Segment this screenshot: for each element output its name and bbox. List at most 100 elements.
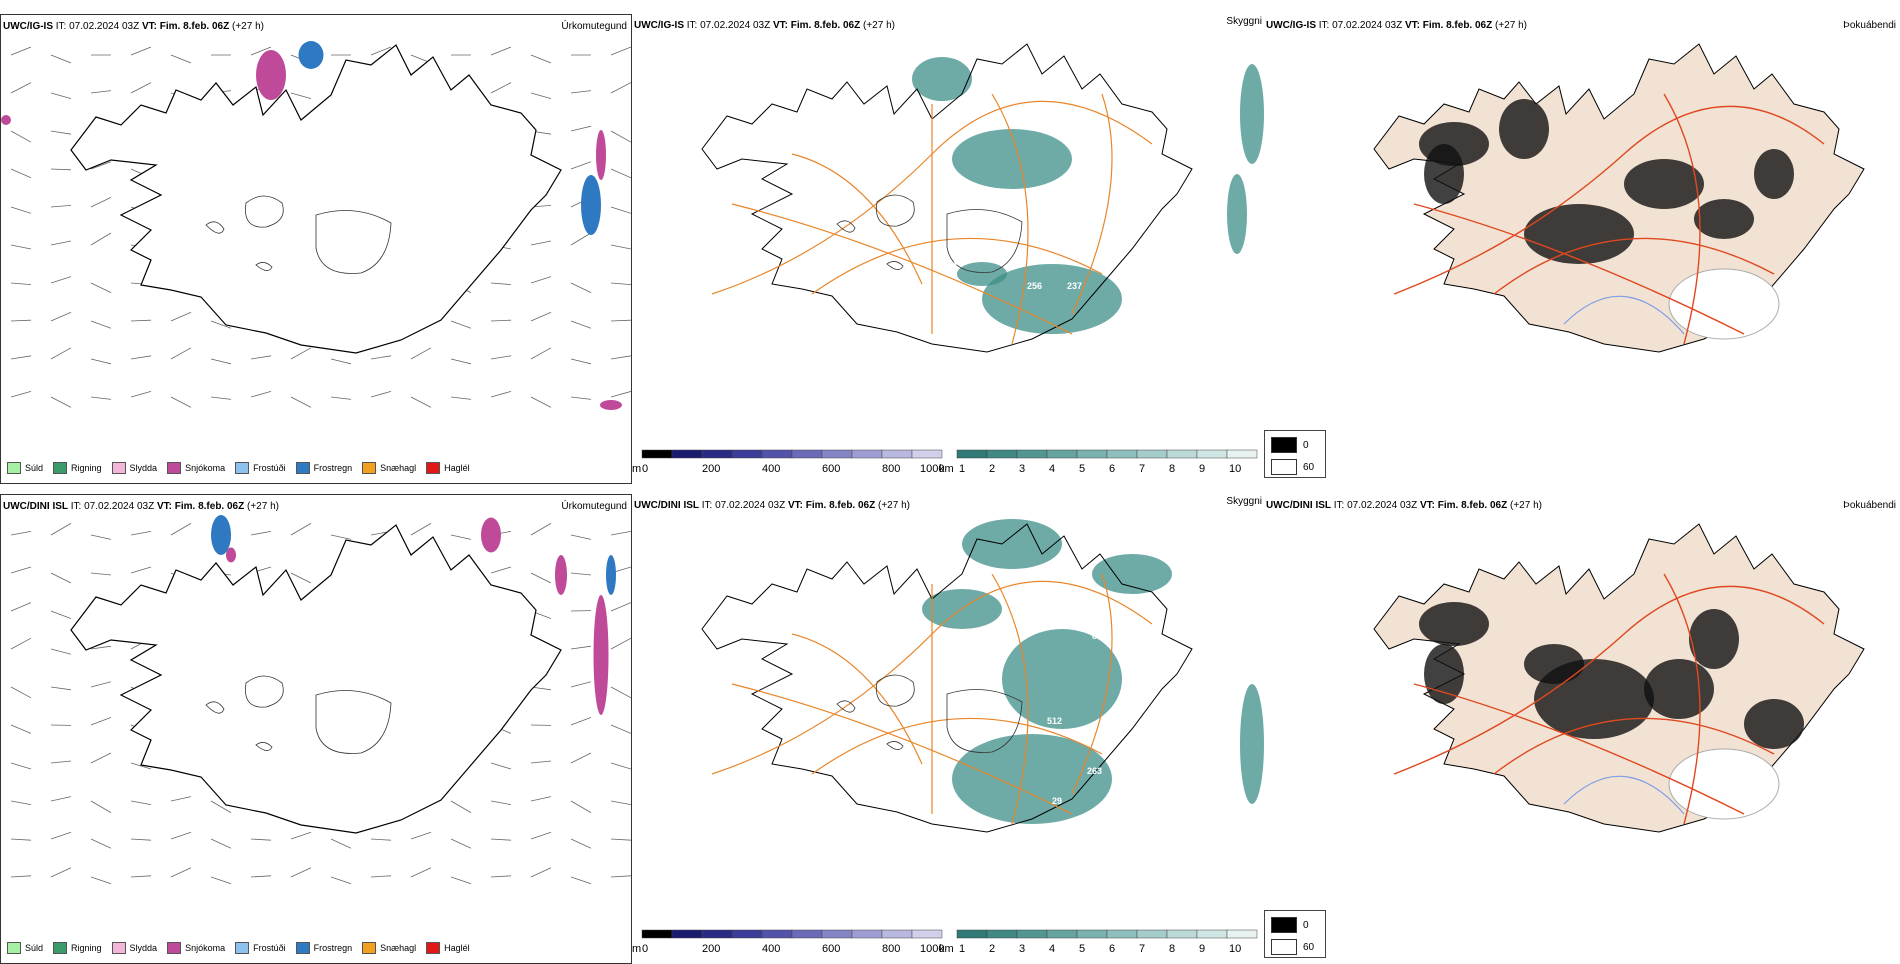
precip-legend-item: Frostúði <box>235 942 286 954</box>
scale-bin <box>1107 450 1137 458</box>
legend-label: Frostregn <box>314 463 353 473</box>
precip-legend-item: Snjókoma <box>167 942 225 954</box>
wind-barb <box>491 391 511 397</box>
legend-label: Slydda <box>130 943 158 953</box>
wind-barb <box>451 321 471 328</box>
precip-legend-item: Rigning <box>53 462 102 474</box>
forecast-row-1: UWC/IG-IS IT: 07.02.2024 03Z VT: Fim. 8.… <box>0 14 1900 479</box>
legend-label: Haglél <box>444 943 470 953</box>
panel-header: UWC/DINI ISL IT: 07.02.2024 03Z VT: Fim.… <box>634 500 910 511</box>
fog-legend-label: 0 <box>1303 440 1309 451</box>
fog-legend-swatch <box>1271 917 1297 933</box>
wind-barb <box>51 832 71 839</box>
panel-header: UWC/IG-IS IT: 07.02.2024 03Z VT: Fim. 8.… <box>3 21 264 32</box>
scale-bin <box>882 930 912 938</box>
panel-header: UWC/IG-IS IT: 07.02.2024 03Z VT: Fim. 8.… <box>1266 20 1527 31</box>
wind-barb <box>331 839 351 848</box>
scale-tick-label: 800 <box>882 943 900 955</box>
wind-barb <box>291 523 311 535</box>
wind-barb <box>491 763 511 769</box>
precip-legend-item: Snjókoma <box>167 462 225 474</box>
wind-barb <box>411 348 431 359</box>
scale-bin <box>822 930 852 938</box>
legend-label: Haglél <box>444 463 470 473</box>
wind-barb <box>571 877 591 884</box>
scale-bin <box>987 450 1017 458</box>
visibility-panel: UWC/DINI ISL IT: 07.02.2024 03Z VT: Fim.… <box>632 494 1264 964</box>
fog-area <box>1624 159 1704 209</box>
visibility-value-label: 512 <box>1047 716 1062 726</box>
wind-barb <box>171 868 191 877</box>
fog-legend-label: 0 <box>1303 920 1309 931</box>
scale-bin <box>1077 450 1107 458</box>
wind-barb <box>91 682 111 687</box>
scale-bin <box>882 450 912 458</box>
wind-barb <box>11 356 31 359</box>
wind-barb <box>571 535 591 539</box>
precip-area <box>299 41 324 69</box>
wind-barb <box>571 91 591 93</box>
scale-tick-label: 4 <box>1049 463 1055 475</box>
wind-barb <box>571 573 591 575</box>
precip-area <box>481 518 501 553</box>
wind-barb <box>211 359 231 364</box>
wind-barb <box>571 321 591 328</box>
scale-bin <box>957 450 987 458</box>
precip-legend-item: Rigning <box>53 942 102 954</box>
legend-swatch <box>426 462 440 474</box>
wind-barb <box>571 646 591 649</box>
legend-swatch <box>167 462 181 474</box>
legend-label: Frostúði <box>253 463 286 473</box>
iceland-outline <box>71 45 561 353</box>
wind-barb <box>291 573 311 583</box>
fog-area <box>1424 644 1464 704</box>
wind-barb <box>91 233 111 245</box>
legend-swatch <box>112 942 126 954</box>
fog-area <box>1694 199 1754 239</box>
wind-barb <box>531 523 551 535</box>
scale-bin <box>1017 450 1047 458</box>
scale-bin <box>762 450 792 458</box>
wind-barb <box>291 832 311 839</box>
scale-unit-km: km <box>939 943 954 955</box>
scale-bin <box>852 450 882 458</box>
scale-tick-label: 3 <box>1019 943 1025 955</box>
precip-area <box>600 400 622 410</box>
wind-barb <box>611 638 631 649</box>
precip-legend-item: Haglél <box>426 942 470 954</box>
wind-barb <box>571 233 591 245</box>
wind-barb <box>571 283 591 293</box>
precip-area <box>594 595 609 715</box>
low-visibility-area <box>1227 174 1247 254</box>
wind-barb <box>11 245 31 249</box>
wind-barb <box>11 638 31 649</box>
fog-legend-swatch <box>1271 437 1297 453</box>
precip-map <box>1 515 632 920</box>
wind-barb <box>251 876 271 877</box>
legend-swatch <box>296 462 310 474</box>
legend-swatch <box>7 942 21 954</box>
fog-legend-swatch <box>1271 939 1297 955</box>
legend-label: Frostregn <box>314 943 353 953</box>
scale-bin <box>702 450 732 458</box>
wind-barb <box>491 567 511 573</box>
scale-bin <box>1047 930 1077 938</box>
precip-area <box>1 115 11 125</box>
scale-tick-label: 400 <box>762 943 780 955</box>
wind-barb <box>131 47 151 55</box>
scale-tick-label: 0 <box>642 463 648 475</box>
wind-barb <box>131 876 151 877</box>
low-visibility-area <box>962 519 1062 569</box>
wind-barb <box>91 197 111 207</box>
scale-tick-label: 1 <box>959 943 965 955</box>
scale-tick-label: 600 <box>822 463 840 475</box>
wind-barb <box>491 47 511 55</box>
precip-legend-item: Haglél <box>426 462 470 474</box>
wind-barb <box>531 797 551 801</box>
wind-barb <box>451 839 471 848</box>
scale-bin <box>1137 450 1167 458</box>
scale-tick-label: 6 <box>1109 463 1115 475</box>
scale-bin <box>987 930 1017 938</box>
precip-legend-item: Slydda <box>112 942 158 954</box>
wind-barb <box>11 169 31 178</box>
